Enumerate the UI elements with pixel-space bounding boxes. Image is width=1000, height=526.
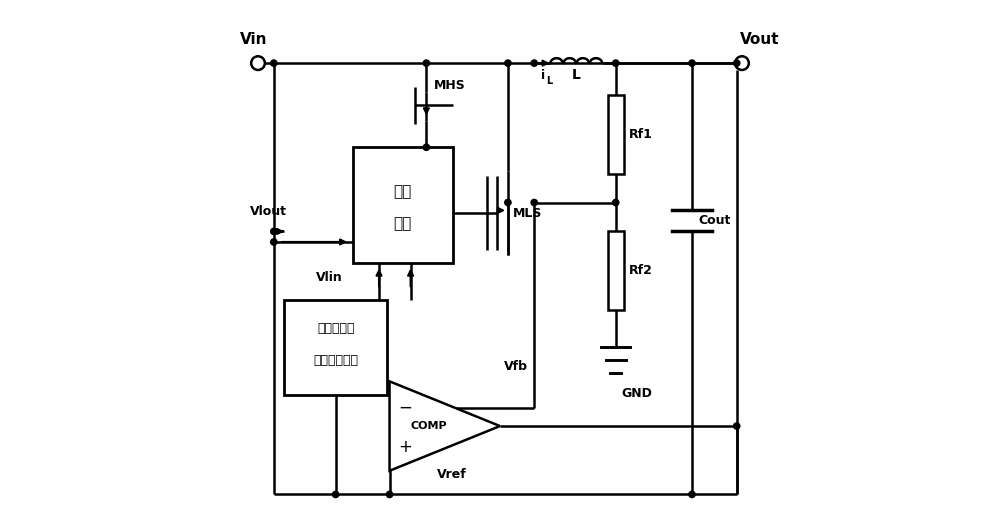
Circle shape: [505, 60, 511, 66]
FancyBboxPatch shape: [284, 300, 387, 394]
Circle shape: [689, 60, 695, 66]
Text: 时间产生电路: 时间产生电路: [313, 354, 358, 367]
Text: 电路: 电路: [394, 216, 412, 231]
Circle shape: [505, 199, 511, 206]
Polygon shape: [390, 381, 500, 471]
FancyBboxPatch shape: [608, 231, 624, 310]
Circle shape: [689, 491, 695, 498]
FancyBboxPatch shape: [353, 147, 453, 263]
Circle shape: [423, 60, 430, 66]
Text: Vref: Vref: [437, 468, 467, 481]
Circle shape: [271, 60, 277, 66]
Circle shape: [423, 144, 430, 150]
Text: L: L: [572, 67, 581, 82]
Circle shape: [271, 239, 277, 245]
Text: 自适应关断: 自适应关断: [317, 322, 354, 335]
Text: Vin: Vin: [240, 32, 267, 47]
Circle shape: [734, 423, 740, 429]
Text: Vfb: Vfb: [504, 360, 528, 373]
Text: Rf1: Rf1: [629, 128, 653, 140]
Text: Vlout: Vlout: [250, 205, 287, 218]
Circle shape: [613, 199, 619, 206]
Text: GND: GND: [621, 387, 652, 400]
Circle shape: [332, 491, 339, 498]
Text: COMP: COMP: [411, 421, 447, 431]
Text: Rf2: Rf2: [629, 265, 653, 277]
Text: Cout: Cout: [699, 215, 731, 227]
Text: 逻辑: 逻辑: [394, 185, 412, 199]
Text: L: L: [546, 76, 553, 86]
Circle shape: [613, 60, 619, 66]
Circle shape: [531, 60, 537, 66]
Circle shape: [531, 199, 537, 206]
Text: Vout: Vout: [740, 32, 780, 47]
Text: Vlin: Vlin: [315, 271, 342, 284]
Text: +: +: [398, 438, 412, 456]
Text: MHS: MHS: [434, 79, 466, 92]
Circle shape: [386, 491, 393, 498]
FancyBboxPatch shape: [608, 95, 624, 174]
Circle shape: [271, 228, 277, 235]
Text: MLS: MLS: [513, 207, 543, 219]
Circle shape: [734, 60, 740, 66]
Text: −: −: [398, 399, 412, 417]
Text: i: i: [541, 68, 545, 82]
